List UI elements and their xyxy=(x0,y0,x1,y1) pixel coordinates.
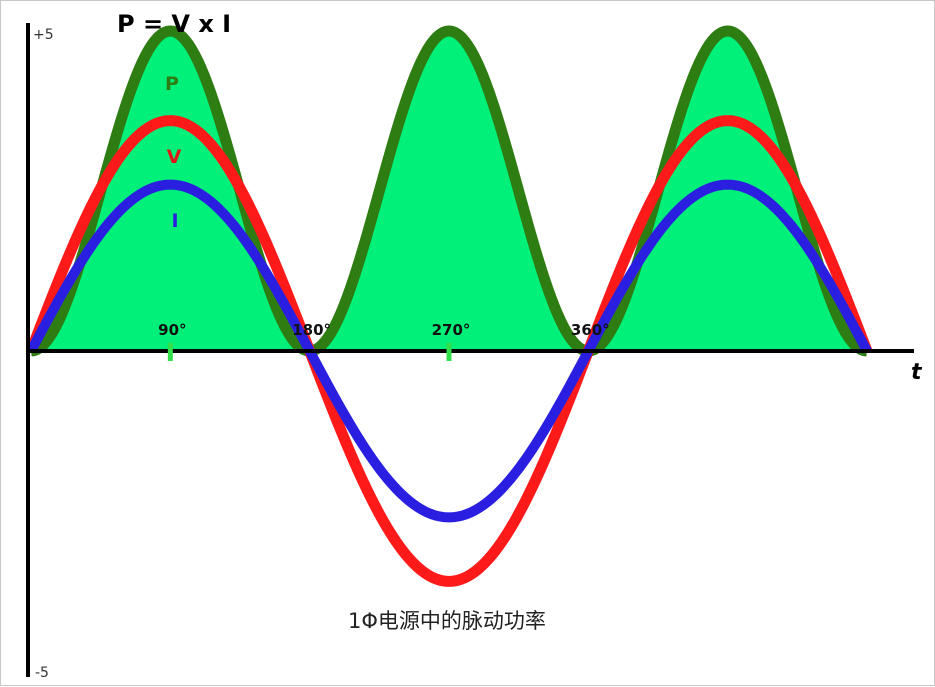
series-label-v: V xyxy=(167,146,182,168)
power-fill-area xyxy=(31,31,867,351)
series-label-i: I xyxy=(171,210,178,232)
x-tick-label-180: 180° xyxy=(292,321,331,339)
chart-subtitle: 1Φ电源中的脉动功率 xyxy=(348,609,546,633)
x-tick-label-360: 360° xyxy=(571,321,610,339)
y-tick-label-top: +5 xyxy=(33,27,54,43)
x-tick-marker-90 xyxy=(167,343,173,361)
chart-title: P = V x I xyxy=(117,10,231,38)
x-tick-marker-270 xyxy=(446,343,452,361)
x-tick-label-270: 270° xyxy=(432,321,471,339)
x-axis-label: t xyxy=(911,360,923,385)
series-line-p xyxy=(28,25,870,357)
x-tick-label-90: 90° xyxy=(158,321,186,339)
series-line-v xyxy=(25,115,873,587)
series-label-p: P xyxy=(165,73,179,95)
y-tick-label-bottom: -5 xyxy=(35,665,49,681)
series-line-i xyxy=(26,179,872,523)
